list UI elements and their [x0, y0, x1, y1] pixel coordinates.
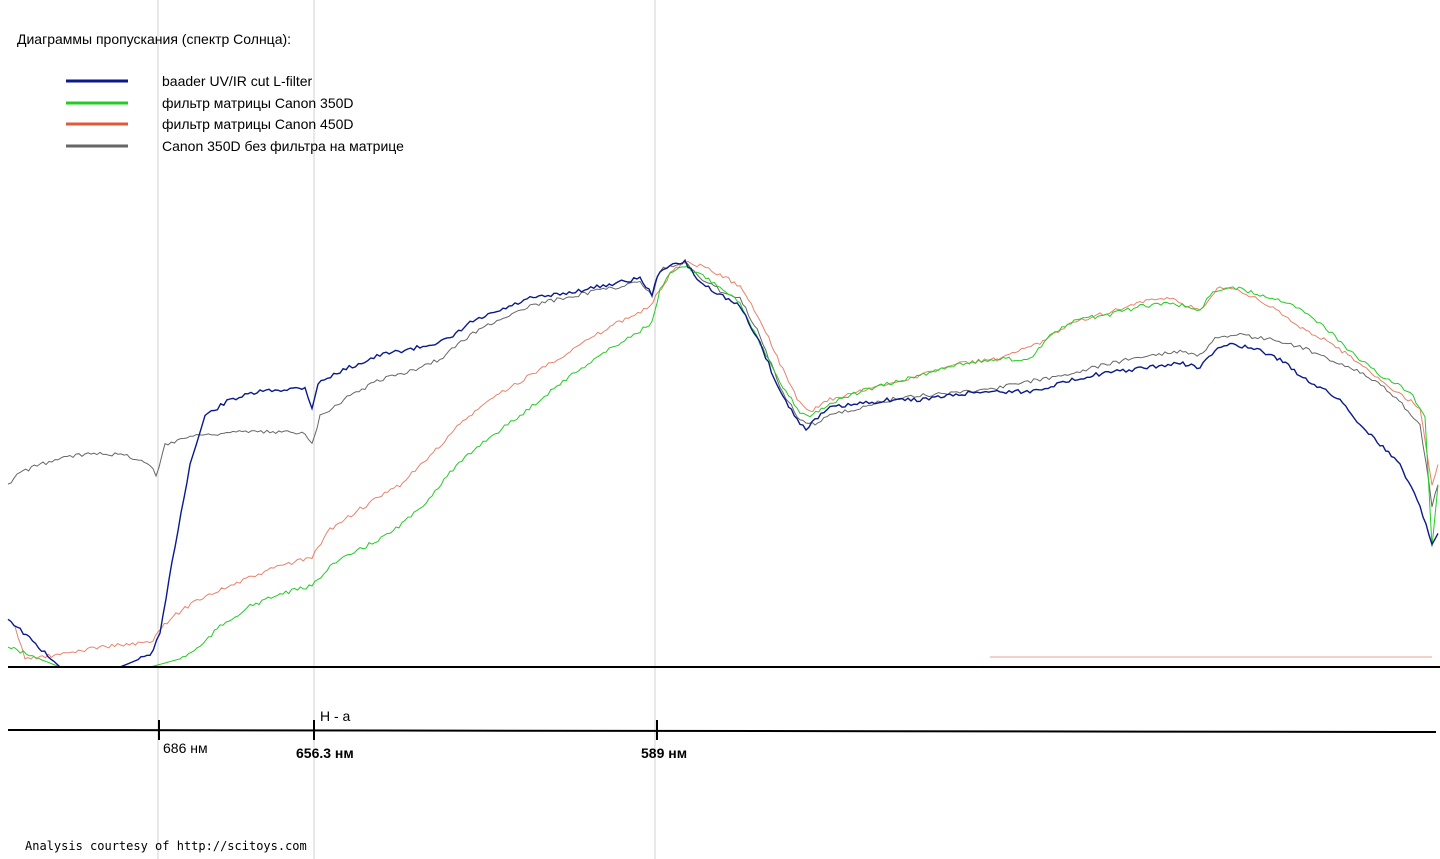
tick-label-589: 589 нм	[641, 745, 687, 761]
series-450d-line	[14, 260, 1439, 660]
legend-label-350d: фильтр матрицы Canon 350D	[162, 95, 354, 111]
series-nofilter-line	[7, 261, 1439, 508]
series-baader-line	[7, 258, 1439, 668]
legend: baader UV/IR cut L-filter фильтр матрицы…	[66, 73, 404, 154]
tick-label-686: 686 нм	[163, 740, 208, 756]
wavelength-axis	[7, 729, 1437, 733]
legend-label-baader: baader UV/IR cut L-filter	[162, 73, 313, 89]
series-layer	[7, 258, 1439, 668]
chart-title: Диаграммы пропускания (спектр Солнца):	[17, 31, 291, 47]
legend-label-nofilter: Canon 350D без фильтра на матрице	[162, 138, 404, 154]
legend-label-450d: фильтр матрицы Canon 450D	[162, 116, 354, 132]
series-350d-line	[7, 265, 1439, 668]
h-alpha-annotation: H - a	[320, 708, 351, 724]
tick-label-656: 656.3 нм	[296, 745, 354, 761]
credit-text: Analysis courtesy of http://scitoys.com	[25, 839, 307, 853]
